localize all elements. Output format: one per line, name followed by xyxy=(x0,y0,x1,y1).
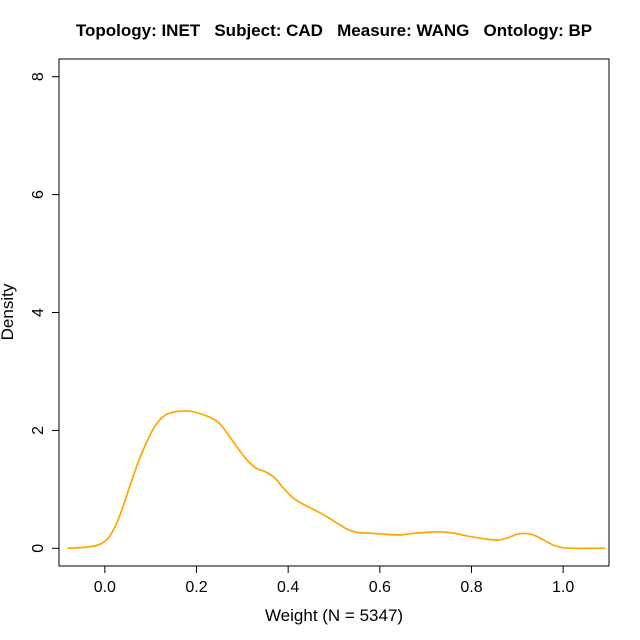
x-tick-label: 1.0 xyxy=(552,579,574,596)
y-tick-label: 0 xyxy=(30,544,47,553)
y-tick-label: 2 xyxy=(30,426,47,435)
plot-frame xyxy=(58,58,610,567)
y-tick-label: 8 xyxy=(30,72,47,81)
x-axis: 0.0 0.2 0.4 0.6 0.8 1.0 xyxy=(94,565,574,596)
y-axis: 0 2 4 6 8 xyxy=(30,72,60,553)
y-axis-label: Density xyxy=(0,283,17,340)
density-curve-0 xyxy=(67,410,606,550)
x-tick-label: 0.6 xyxy=(369,579,391,596)
x-tick-label: 0.0 xyxy=(94,579,116,596)
y-tick-label: 6 xyxy=(30,190,47,199)
y-tick-label: 4 xyxy=(30,308,47,317)
chart-title: Topology: INET Subject: CAD Measure: WAN… xyxy=(76,21,592,40)
x-tick-label: 0.4 xyxy=(277,579,299,596)
x-axis-label: Weight (N = 5347) xyxy=(265,606,403,625)
series-layer xyxy=(67,410,606,550)
x-tick-label: 0.2 xyxy=(185,579,207,596)
x-tick-label: 0.8 xyxy=(460,579,482,596)
